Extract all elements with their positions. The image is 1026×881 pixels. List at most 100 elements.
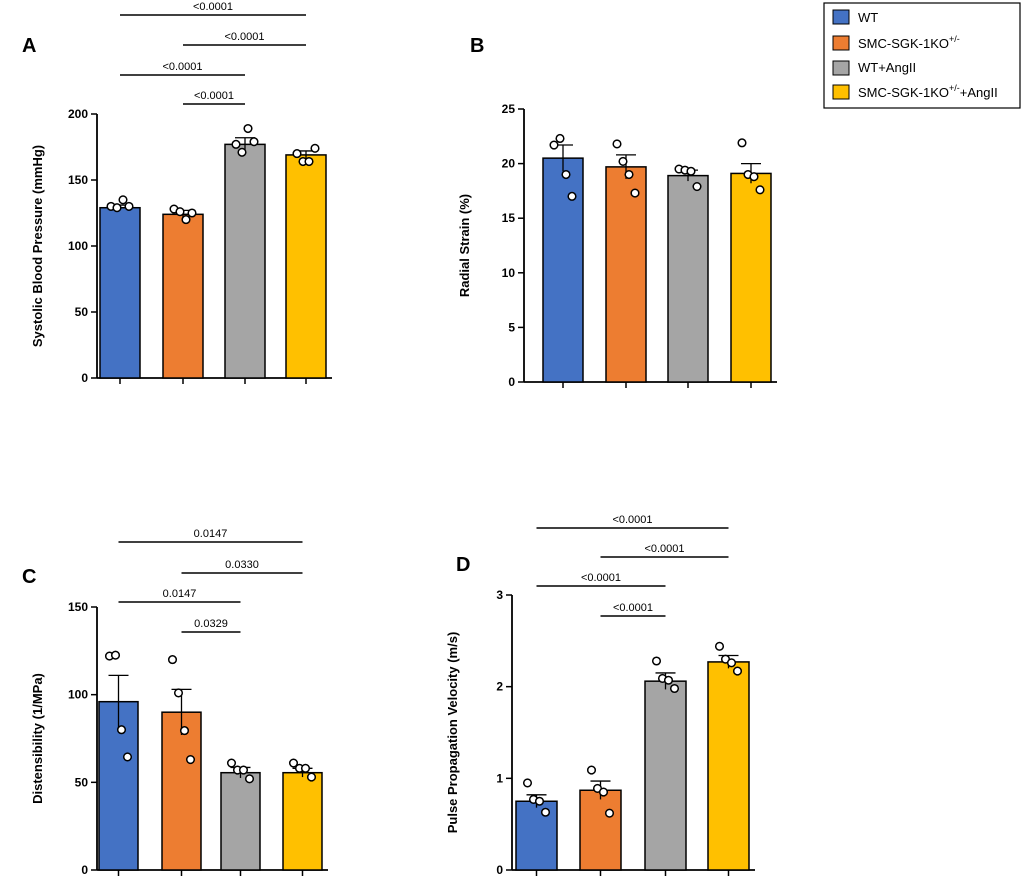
p-value-label: <0.0001: [194, 90, 234, 102]
panel-b: B 0 5 10 15 20 25 Radial Strain (%): [457, 35, 777, 389]
data-point: [292, 149, 302, 159]
data-point: [604, 808, 615, 818]
y-axis-title: Distensibility (1/MPa): [30, 673, 45, 804]
data-point: [231, 139, 241, 149]
y-tick-label: 50: [75, 305, 89, 319]
data-point: [238, 765, 249, 775]
data-point: [110, 650, 121, 660]
data-point: [618, 156, 628, 166]
plot-b: 0 5 10 15 20 25 Radial Strain (%): [457, 102, 777, 389]
y-tick-label: 1: [496, 771, 503, 785]
data-point: [692, 181, 702, 192]
data-point: [237, 147, 247, 157]
data-point: [167, 655, 178, 665]
p-value-label: <0.0001: [612, 514, 652, 526]
p-value-label: <0.0001: [224, 31, 264, 43]
y-tick-label: 5: [508, 320, 515, 334]
legend-item-wt: WT: [832, 9, 878, 25]
legend-swatch: [832, 9, 850, 25]
panel-letter-d: D: [456, 554, 470, 576]
legend-swatch: [832, 84, 850, 100]
data-point: [243, 123, 253, 134]
y-tick-label: 10: [502, 266, 516, 280]
panel-letter-c: C: [22, 566, 36, 588]
legend-label: SMC-SGK-1KO+/-+AngII: [858, 83, 998, 100]
bar: [579, 789, 622, 871]
data-point: [749, 172, 759, 182]
y-tick-label: 100: [68, 688, 88, 702]
y-tick-label: 150: [68, 173, 88, 187]
y-tick-label: 50: [75, 775, 89, 789]
y-tick-label: 15: [502, 211, 516, 225]
y-tick-label: 20: [502, 157, 516, 171]
data-point: [187, 208, 197, 218]
data-point: [549, 140, 559, 150]
data-point: [598, 787, 609, 797]
data-point: [663, 675, 674, 685]
y-tick-label: 0: [81, 371, 88, 385]
y-axis-title: Pulse Propagation Velocity (m/s): [445, 632, 460, 834]
panel-letter-b: B: [470, 35, 484, 57]
data-point: [630, 188, 640, 198]
legend-swatch: [832, 60, 850, 76]
p-value-label: <0.0001: [162, 61, 202, 73]
bar: [644, 680, 687, 871]
data-point: [244, 774, 255, 784]
bar: [730, 172, 772, 383]
legend-item-smc-sgk-1ko: SMC-SGK-1KO+/-: [832, 34, 960, 51]
y-tick-label: 3: [496, 588, 503, 602]
y-tick-label: 2: [496, 680, 503, 694]
bar: [282, 771, 323, 871]
data-point: [288, 758, 299, 768]
y-tick-label: 0: [496, 863, 503, 877]
data-point: [179, 726, 190, 736]
data-point: [567, 191, 577, 201]
y-tick-label: 25: [502, 102, 516, 116]
legend-item-wt-angii: WT+AngII: [832, 60, 916, 76]
data-point: [624, 169, 634, 180]
data-point: [122, 752, 133, 762]
data-point: [306, 772, 317, 782]
data-point: [669, 683, 680, 694]
data-point: [185, 754, 196, 765]
data-point: [612, 139, 622, 149]
p-value-label: 0.0147: [194, 528, 228, 540]
y-axis-title: Systolic Blood Pressure (mmHg): [30, 145, 45, 347]
bar: [224, 143, 266, 379]
bar: [162, 213, 204, 379]
legend-item-smc-sgk-1ko-angii: SMC-SGK-1KO+/-+AngII: [832, 83, 998, 100]
data-point: [714, 641, 725, 651]
p-value-label: 0.0329: [194, 618, 228, 630]
panel-d: D 0 1 2 3 Pulse Propagation Velocity (m/s) <0…: [445, 514, 755, 877]
panel-a: A 0 50 100 150 200 Systolic Blood Pressure (m…: [22, 1, 332, 385]
data-point: [300, 763, 311, 773]
data-point: [118, 195, 128, 205]
data-point: [249, 137, 259, 147]
y-tick-label: 150: [68, 600, 88, 614]
bar: [667, 174, 709, 383]
bar: [542, 157, 584, 383]
data-point: [310, 143, 320, 153]
legend-label: WT+AngII: [858, 60, 916, 75]
data-point: [540, 807, 551, 817]
legend-label: SMC-SGK-1KO+/-: [858, 34, 960, 51]
plot-d: 0 1 2 3 Pulse Propagation Velocity (m/s) <0.0…: [445, 514, 755, 877]
y-tick-label: 200: [68, 107, 88, 121]
data-point: [226, 758, 237, 768]
data-point: [304, 156, 314, 167]
data-point: [586, 765, 597, 775]
data-point: [732, 666, 743, 676]
plot-c: 0 50 100 150 Distensibility (1/MPa) 0.0147 0.0…: [30, 528, 328, 877]
y-axis-title: Radial Strain (%): [457, 194, 472, 297]
data-point: [555, 133, 565, 144]
bar: [285, 154, 327, 379]
data-point: [755, 185, 765, 195]
data-point: [112, 203, 122, 213]
data-point: [175, 207, 185, 217]
legend-label: WT: [858, 10, 878, 25]
bar: [605, 166, 647, 383]
data-point: [726, 658, 737, 668]
bar: [99, 206, 141, 379]
